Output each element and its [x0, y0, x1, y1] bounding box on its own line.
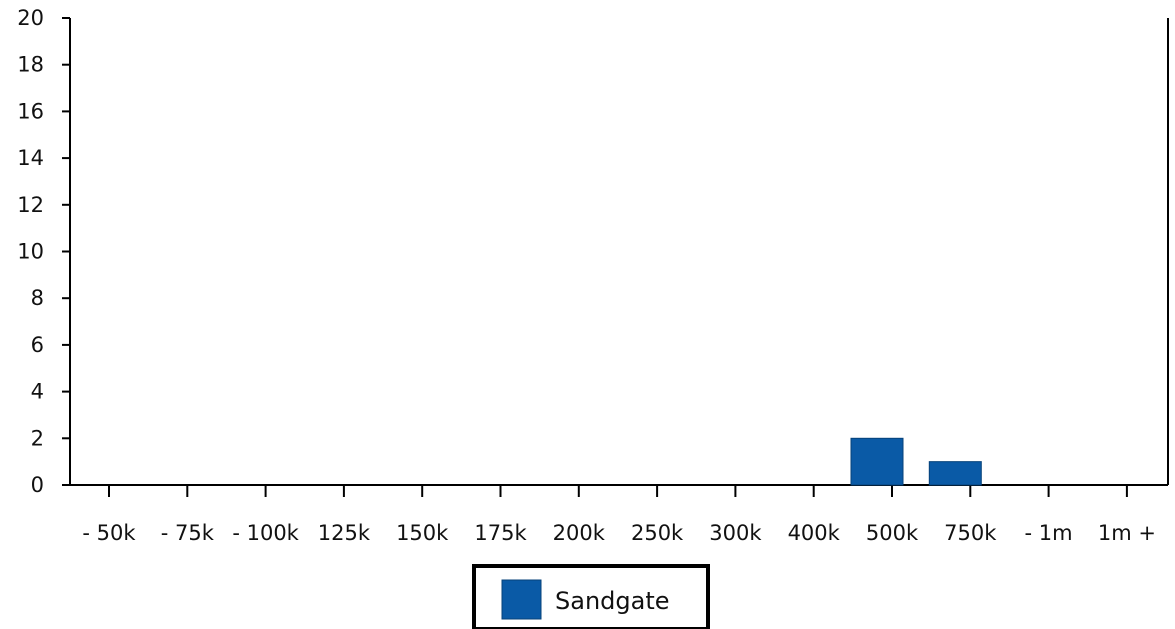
legend: Sandgate [472, 564, 710, 629]
y-tick-label: 0 [31, 473, 44, 497]
bar [928, 461, 982, 486]
x-tick-label: - 50k [82, 521, 136, 545]
y-tick-label: 10 [17, 240, 44, 264]
x-tick-label: - 75k [161, 521, 215, 545]
y-tick-label: 14 [17, 146, 44, 170]
plot-area: 0 2 4 6 8 10 12 14 16 18 20 - 50k - 75k - 100k 125k 15… [17, 6, 1169, 545]
y-tick-label: 12 [17, 193, 44, 217]
y-tick-label: 4 [31, 380, 44, 404]
legend-label: Sandgate [555, 587, 670, 615]
x-tick-label: - 100k [232, 521, 299, 545]
x-tick-label: 150k [396, 521, 449, 545]
x-tick-label: 300k [709, 521, 762, 545]
y-tick-label: 20 [17, 6, 44, 30]
x-tick-label: 200k [553, 521, 606, 545]
y-tick-label: 16 [17, 99, 44, 123]
x-tick-label: 500k [866, 521, 919, 545]
y-tick-label: 6 [31, 333, 44, 357]
x-tick-label: 175k [474, 521, 527, 545]
y-tick-label: 18 [17, 53, 44, 77]
y-tick-label: 2 [31, 426, 44, 450]
x-tick-label: 750k [944, 521, 997, 545]
bars [850, 437, 982, 486]
x-tick-label: 1m + [1098, 521, 1156, 545]
y-tick-label: 8 [31, 286, 44, 310]
x-tick-label: 125k [318, 521, 371, 545]
legend-swatch [501, 579, 542, 620]
x-tick-label: 250k [631, 521, 684, 545]
x-tick-label: - 1m [1025, 521, 1073, 545]
y-axis-ticks: 0 2 4 6 8 10 12 14 16 18 20 [17, 6, 70, 497]
x-axis-ticks: - 50k - 75k - 100k 125k 150k 175k 200k 250k 300k… [82, 485, 1156, 545]
bar [850, 437, 904, 486]
x-tick-label: 400k [788, 521, 841, 545]
